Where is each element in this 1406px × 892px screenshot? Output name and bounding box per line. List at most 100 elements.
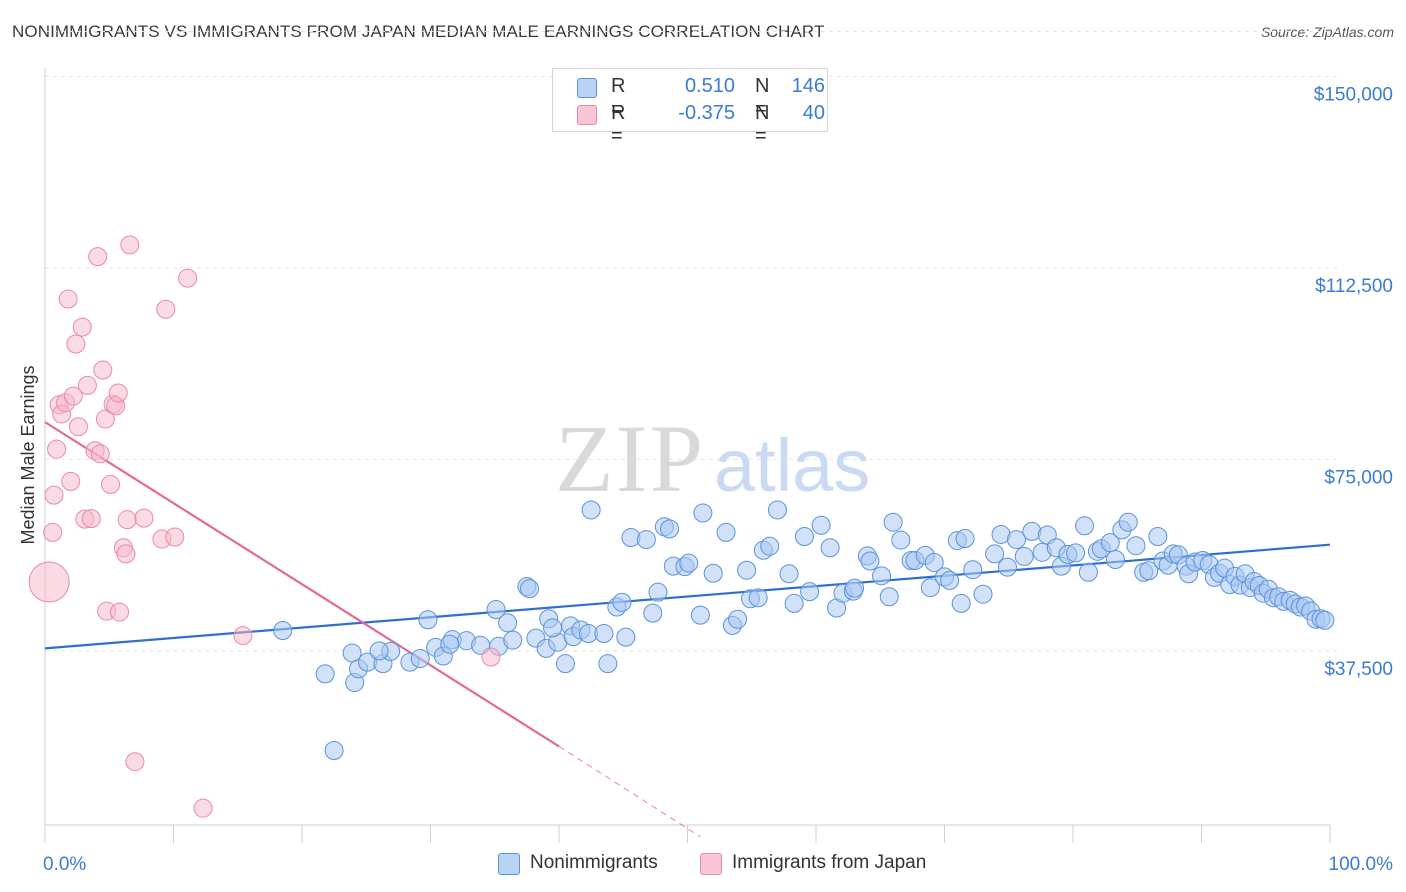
point-immigrants-japan: [28, 561, 70, 603]
point-nonimmigrants: [1315, 610, 1335, 630]
legend-swatch-pink: [577, 105, 597, 125]
point-nonimmigrants: [1105, 549, 1125, 569]
legend-r-label: R =: [611, 102, 626, 147]
point-nonimmigrants: [1139, 561, 1159, 581]
point-immigrants-japan: [156, 299, 176, 319]
point-nonimmigrants: [800, 582, 820, 602]
legend-swatch-blue: [577, 78, 597, 98]
point-nonimmigrants: [703, 563, 723, 583]
point-nonimmigrants: [1022, 521, 1042, 541]
point-nonimmigrants: [820, 538, 840, 558]
point-nonimmigrants: [581, 500, 601, 520]
point-nonimmigrants: [679, 553, 699, 573]
point-nonimmigrants: [760, 536, 780, 556]
point-immigrants-japan: [125, 752, 145, 772]
point-immigrants-japan: [95, 409, 115, 429]
point-nonimmigrants: [845, 578, 865, 598]
legend-r-value: 0.510: [684, 75, 735, 97]
point-nonimmigrants: [891, 530, 911, 550]
watermark: ZIP atlas: [555, 405, 870, 512]
point-immigrants-japan: [90, 444, 110, 464]
point-immigrants-japan: [193, 798, 213, 818]
point-nonimmigrants: [860, 551, 880, 571]
point-nonimmigrants: [794, 527, 814, 547]
point-nonimmigrants: [498, 613, 518, 633]
point-immigrants-japan: [81, 509, 101, 529]
point-immigrants-japan: [68, 417, 88, 437]
legend-n-value: 146: [791, 75, 825, 97]
point-nonimmigrants: [555, 654, 575, 674]
point-nonimmigrants: [737, 560, 757, 580]
point-nonimmigrants: [784, 593, 804, 613]
chart-title: NONIMMIGRANTS VS IMMIGRANTS FROM JAPAN M…: [12, 22, 825, 41]
point-nonimmigrants: [940, 570, 960, 590]
point-immigrants-japan: [47, 439, 67, 459]
point-immigrants-japan: [233, 626, 253, 646]
point-nonimmigrants: [369, 641, 389, 661]
point-nonimmigrants: [636, 530, 656, 550]
point-immigrants-japan: [77, 375, 97, 395]
point-nonimmigrants: [693, 503, 713, 523]
trend-line-immigrants-japan-extrapolated: [558, 745, 701, 838]
point-nonimmigrants: [963, 560, 983, 580]
point-nonimmigrants: [503, 630, 523, 650]
point-nonimmigrants: [418, 610, 438, 630]
x-tick-label-max: 100.0%: [1329, 854, 1394, 875]
point-immigrants-japan: [93, 360, 113, 380]
point-nonimmigrants: [660, 519, 680, 539]
point-immigrants-japan: [178, 268, 198, 288]
point-nonimmigrants: [1075, 516, 1095, 536]
point-immigrants-japan: [43, 522, 63, 542]
bottom-legend-swatch-blue: [498, 853, 520, 875]
axis-labels: $37,500 $75,000 $112,500 $150,000 0.0% 100.0%…: [18, 84, 1393, 875]
point-nonimmigrants: [872, 566, 892, 586]
point-nonimmigrants: [643, 603, 663, 623]
y-tick-label: $150,000: [1314, 84, 1393, 105]
point-nonimmigrants: [324, 740, 344, 760]
point-immigrants-japan: [88, 247, 108, 267]
legend-r-label: R =: [611, 75, 626, 120]
bottom-legend-label: Nonimmigrants: [530, 852, 658, 873]
point-nonimmigrants: [315, 664, 335, 684]
point-nonimmigrants: [951, 593, 971, 613]
point-nonimmigrants: [767, 500, 787, 520]
point-immigrants-japan: [58, 289, 78, 309]
point-immigrants-japan: [66, 334, 86, 354]
point-nonimmigrants: [997, 557, 1017, 577]
point-immigrants-japan: [116, 544, 136, 564]
watermark-atlas: atlas: [714, 424, 870, 507]
point-immigrants-japan: [165, 527, 185, 547]
point-nonimmigrants: [690, 605, 710, 625]
point-nonimmigrants: [779, 564, 799, 584]
x-tick-label-min: 0.0%: [43, 854, 86, 875]
point-nonimmigrants: [1014, 546, 1034, 566]
point-immigrants-japan: [120, 235, 140, 255]
point-nonimmigrants: [616, 627, 636, 647]
y-axis-title: Median Male Earnings: [18, 365, 38, 544]
point-nonimmigrants: [543, 618, 563, 638]
legend-n-value: 40: [802, 102, 825, 124]
point-nonimmigrants: [883, 512, 903, 532]
point-nonimmigrants: [486, 600, 506, 620]
source-label: Source: ZipAtlas.com: [1260, 24, 1394, 40]
point-immigrants-japan: [108, 383, 128, 403]
y-tick-label: $112,500: [1315, 276, 1393, 297]
point-nonimmigrants: [924, 553, 944, 573]
data-points: [28, 235, 1335, 818]
watermark-zip: ZIP: [555, 405, 705, 512]
point-nonimmigrants: [879, 587, 899, 607]
bottom-legend-label: Immigrants from Japan: [732, 852, 927, 873]
point-nonimmigrants: [1066, 543, 1086, 563]
y-tick-label: $75,000: [1324, 467, 1393, 488]
legend-n-label: N =: [755, 102, 770, 147]
point-nonimmigrants: [1126, 536, 1146, 556]
point-immigrants-japan: [63, 386, 83, 406]
point-nonimmigrants: [648, 582, 668, 602]
point-nonimmigrants: [811, 515, 831, 535]
point-nonimmigrants: [612, 592, 632, 612]
point-nonimmigrants: [973, 584, 993, 604]
point-immigrants-japan: [481, 647, 501, 667]
point-immigrants-japan: [117, 510, 137, 530]
point-nonimmigrants: [716, 522, 736, 542]
point-nonimmigrants: [519, 579, 539, 599]
